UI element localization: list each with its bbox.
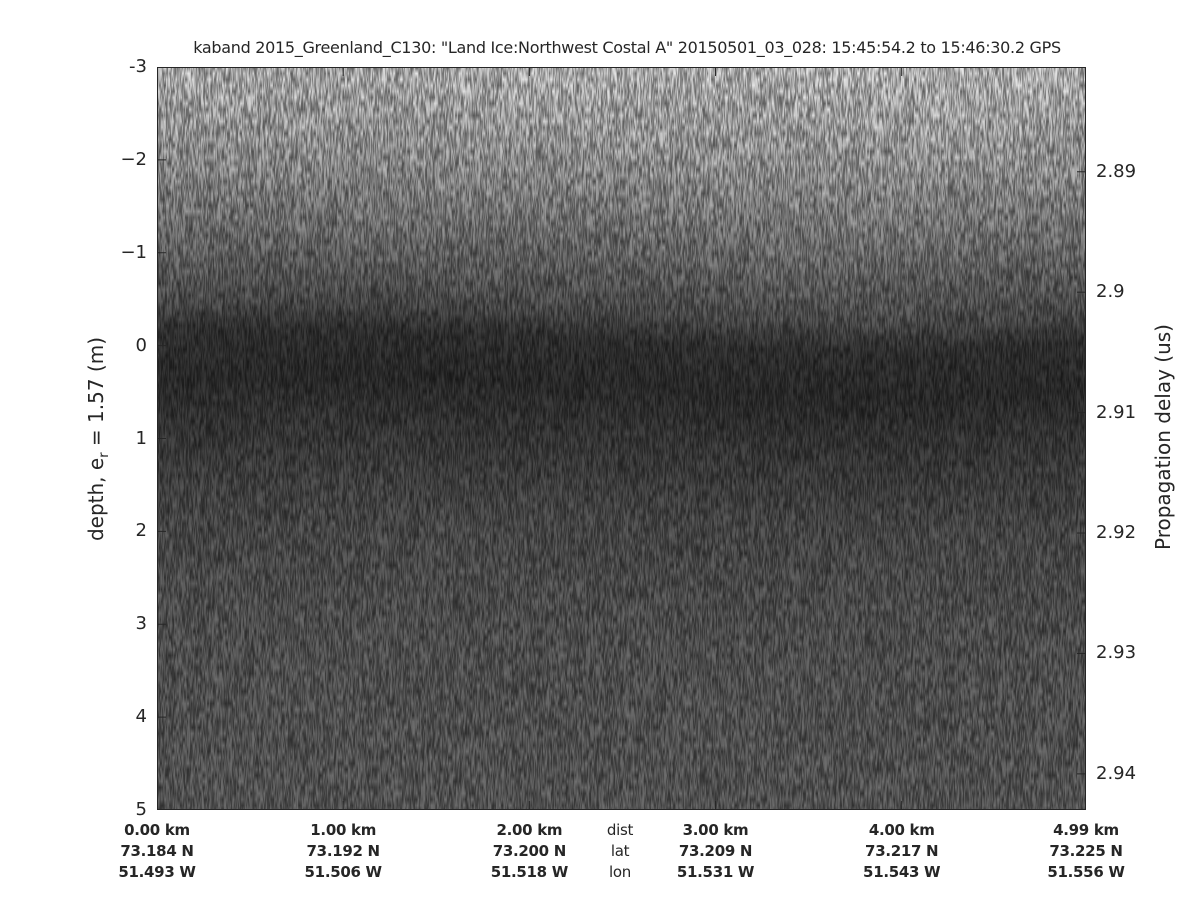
y-axis-label-left: depth, er = 1.57 (m) — [84, 336, 112, 542]
y-tick-label-right: 2.9 — [1096, 281, 1125, 303]
x-tick-label-lon: 51.493 W — [118, 863, 196, 881]
x-tick-label-lat: 73.225 N — [1049, 842, 1123, 860]
y-tick-label-left: −2 — [120, 148, 147, 170]
x-tick-label-lon: 51.556 W — [1047, 863, 1125, 881]
y-tick-label-left: 1 — [135, 427, 147, 449]
y-tick-label-right: 2.91 — [1096, 401, 1137, 423]
y-axis-label-right: Propagation delay (us) — [1151, 324, 1175, 551]
x-tick-label-lat: 73.217 N — [865, 842, 939, 860]
x-row-label-lon: lon — [609, 863, 631, 881]
radar-echogram-image — [157, 67, 1086, 810]
y-tick-label-right: 2.94 — [1096, 762, 1137, 784]
x-row-label-dist: dist — [606, 821, 634, 839]
y-tick-label-left: 0 — [135, 334, 147, 356]
y-tick-label-left: 2 — [135, 520, 147, 542]
x-tick-label-dist: 4.99 km — [1053, 821, 1119, 839]
x-tick-label-dist: 3.00 km — [682, 821, 749, 839]
x-tick-label-dist: 1.00 km — [310, 821, 377, 839]
y-tick-label-left: 4 — [135, 706, 147, 728]
y-tick-label-right: 2.92 — [1096, 522, 1137, 544]
x-tick-label-dist: 2.00 km — [496, 821, 563, 839]
x-tick-label-lat: 73.184 N — [120, 842, 194, 860]
x-tick-label-lon: 51.506 W — [304, 863, 383, 881]
x-tick-label-lat: 73.209 N — [678, 842, 753, 860]
y-tick-label-left: 5 — [135, 799, 147, 820]
y-tick-label-right: 2.93 — [1096, 642, 1137, 664]
plot-area — [157, 67, 1086, 810]
axes-frame — [157, 67, 1086, 810]
x-tick-label-dist: 0.00 km — [124, 821, 190, 839]
y-tick-label-left: −1 — [120, 241, 147, 263]
x-row-label-lat: lat — [610, 842, 630, 860]
x-tick-label-lat: 73.200 N — [492, 842, 567, 860]
x-tick-label-lon: 51.543 W — [863, 863, 941, 881]
x-tick-label-dist: 4.00 km — [868, 821, 935, 839]
x-tick-label-lat: 73.192 N — [306, 842, 381, 860]
y-tick-label-right: 2.89 — [1096, 160, 1137, 182]
x-tick-label-lon: 51.518 W — [490, 863, 569, 881]
chart-title: kaband 2015_Greenland_C130: "Land Ice:No… — [193, 38, 1061, 57]
y-tick-label-left: 3 — [135, 613, 147, 635]
axes-box — [157, 67, 1086, 810]
x-tick-label-lon: 51.531 W — [676, 863, 755, 881]
y-tick-label-left: -3 — [129, 56, 147, 77]
